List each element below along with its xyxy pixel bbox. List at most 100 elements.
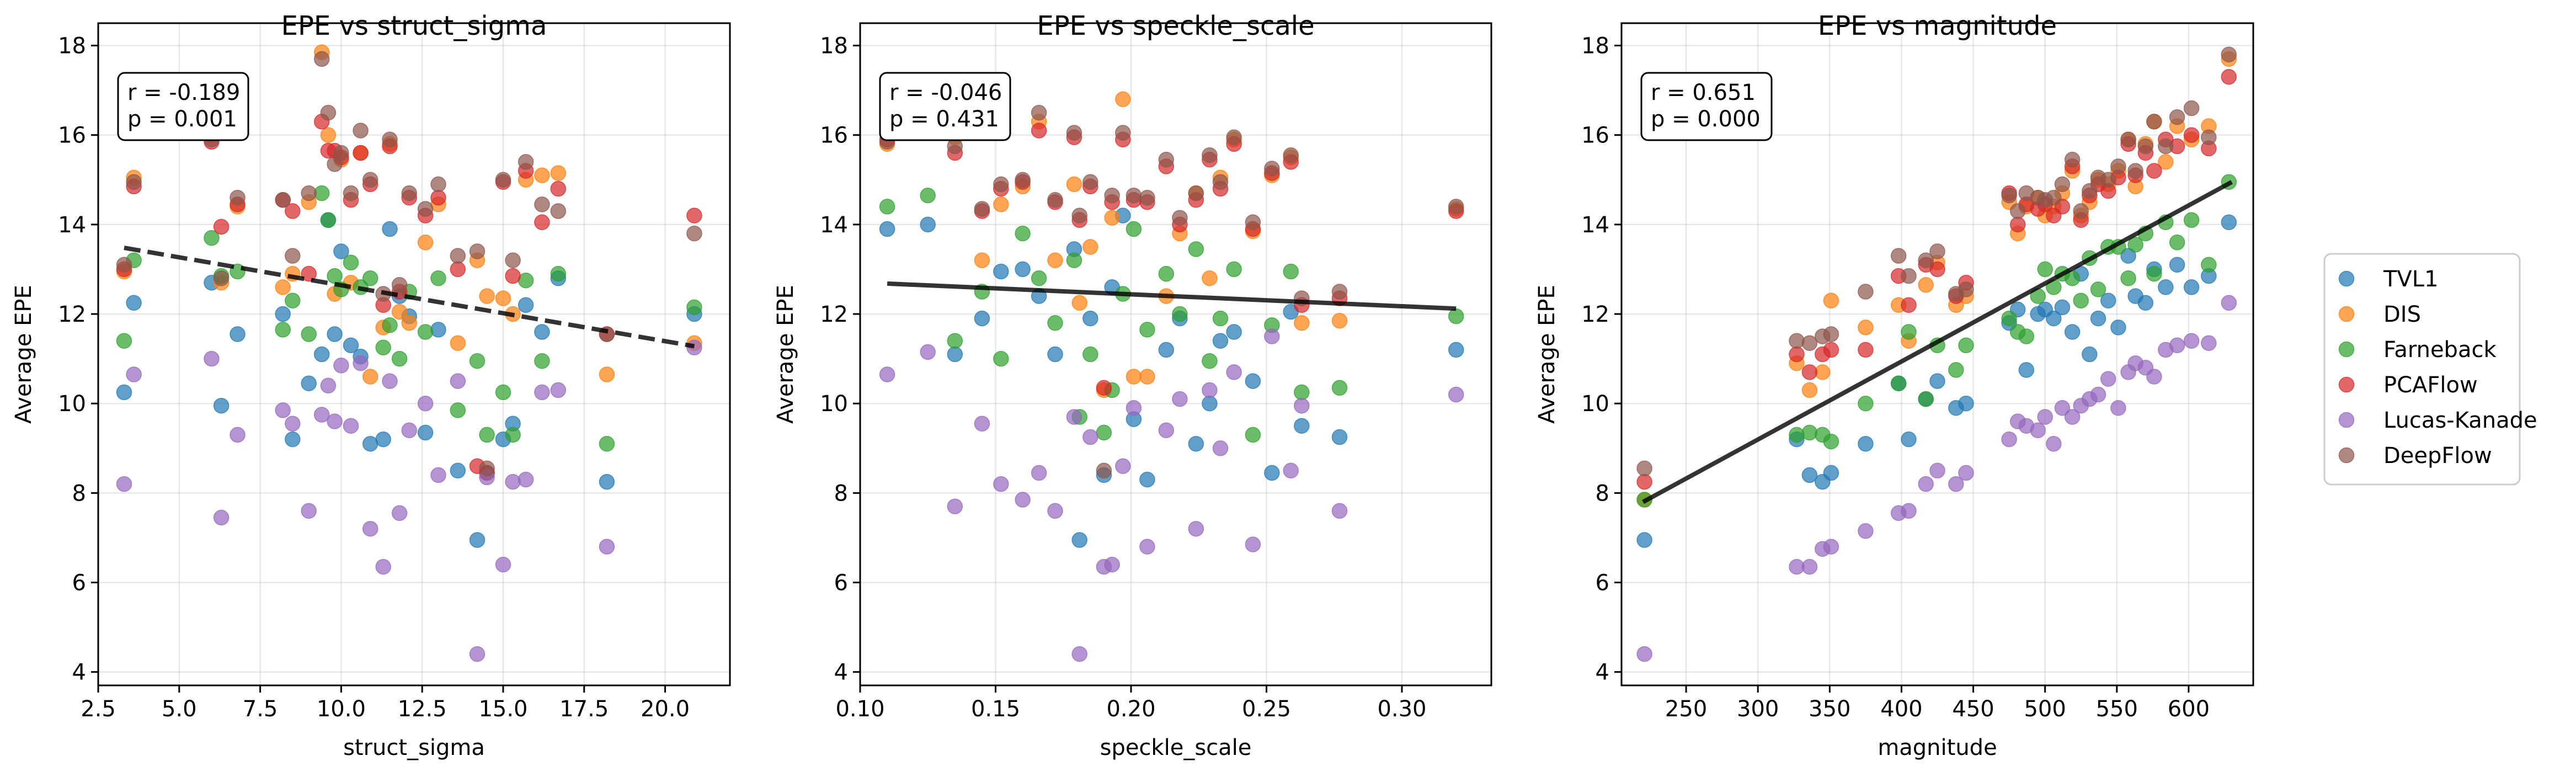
scatter-point: [213, 397, 230, 414]
legend-label: Lucas-Kanade: [2383, 408, 2537, 433]
scatter-point: [2064, 409, 2081, 425]
scatter-point: [1801, 335, 1818, 351]
y-tick-label: 18: [820, 34, 848, 59]
scatter-point: [2183, 333, 2200, 349]
scatter-point: [450, 373, 466, 389]
axes-frame: [1620, 22, 2254, 686]
scatter-point: [1823, 326, 1839, 342]
scatter-point: [1066, 252, 1082, 268]
scatter-point: [1958, 395, 1974, 412]
scatter-point: [1958, 281, 1974, 297]
scatter-point: [2110, 158, 2126, 174]
scatter-point: [1158, 422, 1175, 439]
scatter-point: [1082, 346, 1098, 363]
scatter-point: [320, 104, 337, 121]
x-axis-label: speckle_scale: [1100, 735, 1252, 760]
scatter-point: [2046, 310, 2062, 327]
scatter-point: [2110, 320, 2126, 336]
scatter-point: [275, 306, 291, 322]
legend-marker: [2338, 270, 2355, 287]
scatter-point: [518, 154, 534, 170]
scatter-point: [1858, 284, 1874, 300]
scatter-point: [2073, 292, 2089, 308]
scatter-point: [1015, 225, 1031, 242]
scatter-point: [534, 196, 550, 212]
scatter-point: [343, 418, 359, 434]
y-tick-label: 16: [58, 123, 86, 148]
scatter-point: [974, 252, 990, 268]
scatter-point: [285, 203, 301, 219]
trend-line: [887, 281, 1457, 311]
x-tick-label: 5.0: [162, 696, 197, 722]
legend-label: Farneback: [2383, 337, 2497, 363]
y-tick-label: 12: [58, 302, 86, 327]
scatter-point: [2064, 152, 2081, 168]
scatter-point: [1948, 476, 1964, 492]
scatter-point: [1104, 210, 1120, 226]
legend-frame: [2323, 253, 2521, 486]
scatter-point: [1858, 395, 1874, 412]
scatter-point: [126, 174, 142, 190]
scatter-point: [417, 424, 434, 441]
scatter-point: [301, 503, 317, 519]
p-value: p = 0.001: [127, 107, 237, 132]
scatter-point: [1015, 492, 1031, 508]
scatter-point: [285, 292, 301, 308]
y-tick-label: 6: [1596, 571, 1609, 596]
x-tick-label: 350: [1809, 696, 1850, 722]
scatter-point: [469, 353, 486, 369]
scatter-point: [469, 243, 486, 259]
scatter-point: [382, 131, 398, 148]
scatter-point: [599, 539, 615, 555]
scatter-point: [1789, 427, 1805, 443]
scatter-point: [1096, 462, 1112, 479]
legend-label: PCAFlow: [2383, 372, 2478, 398]
x-tick-label: 500: [2024, 696, 2066, 722]
scatter-point: [320, 377, 337, 394]
scatter-point: [1139, 189, 1155, 206]
legend-marker: [2338, 341, 2355, 358]
scatter-point: [2054, 400, 2071, 416]
stats-box-frame: [879, 72, 1011, 141]
scatter-point: [993, 476, 1009, 492]
scatter-point: [1139, 539, 1155, 555]
scatter-point: [2127, 163, 2143, 179]
scatter-point: [450, 462, 466, 479]
scatter-point: [1096, 380, 1112, 396]
scatter-point: [2146, 114, 2162, 130]
scatter-point: [1890, 375, 1907, 391]
scatter-point: [947, 333, 963, 349]
scatter-point: [550, 165, 567, 181]
scatter-point: [495, 290, 511, 306]
scatter-points: [1636, 46, 2237, 662]
series-deepflow: [116, 51, 702, 477]
scatter-point: [2018, 328, 2035, 344]
scatter-point: [2082, 346, 2098, 363]
scatter-point: [430, 467, 446, 483]
scatter-point: [1918, 277, 1934, 293]
scatter-point: [333, 358, 349, 374]
scatter-point: [1071, 646, 1087, 662]
scatter-point: [1448, 199, 1464, 215]
scatter-point: [1212, 310, 1229, 327]
scatter-point: [1202, 382, 1218, 398]
scatter-point: [1071, 532, 1087, 548]
scatter-point: [391, 277, 408, 293]
scatter-point: [1172, 210, 1188, 226]
p-value: p = 0.000: [1651, 107, 1761, 132]
scatter-point: [2001, 187, 2017, 204]
x-tick-label: 20.0: [641, 696, 690, 722]
scatter-point: [1172, 391, 1188, 407]
legend-marker: [2338, 306, 2355, 322]
scatter-point: [1636, 532, 1652, 548]
scatter-point: [1188, 435, 1204, 452]
scatter-point: [1636, 473, 1652, 490]
scatter-point: [1096, 424, 1112, 441]
scatter-point: [382, 317, 398, 333]
x-tick-label: 600: [2168, 696, 2210, 722]
scatter-point: [1066, 409, 1082, 425]
scatter-point: [1801, 558, 1818, 575]
scatter-point: [417, 235, 434, 251]
y-tick-label: 12: [1581, 302, 1609, 327]
scatter-point: [1202, 270, 1218, 286]
